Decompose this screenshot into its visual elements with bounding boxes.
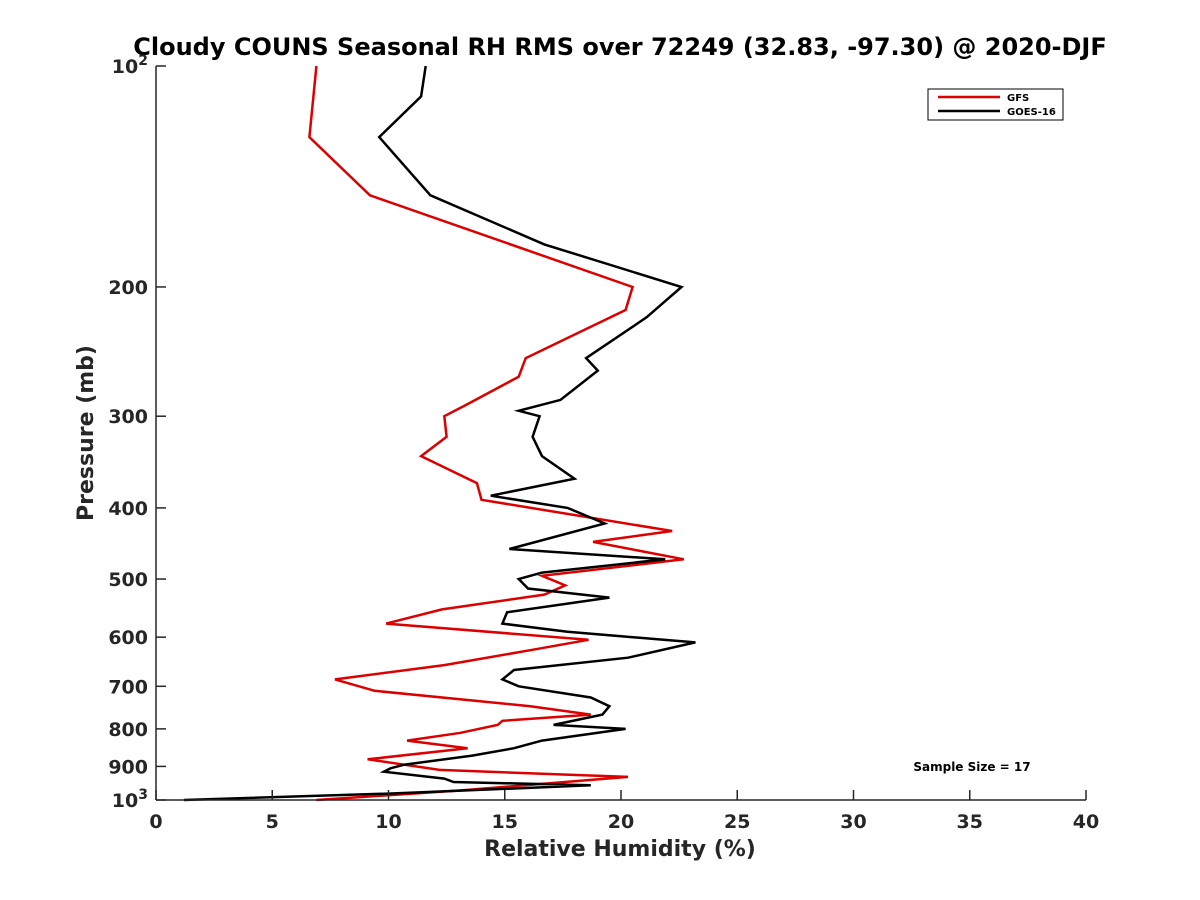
y-tick-label: 800 bbox=[108, 719, 148, 741]
x-tick-label: 35 bbox=[957, 811, 983, 833]
series-line-gfs bbox=[308, 65, 685, 802]
x-tick-label: 10 bbox=[375, 811, 401, 833]
y-tick-label: 300 bbox=[108, 406, 148, 428]
x-tick-label: 25 bbox=[724, 811, 750, 833]
legend: GFS GOES-16 bbox=[927, 88, 1064, 121]
x-tick-label: 40 bbox=[1073, 811, 1099, 833]
sample-size-annotation: Sample Size = 17 bbox=[913, 760, 1030, 774]
y-tick-label: 600 bbox=[108, 627, 148, 649]
y-axis-label: Pressure (mb) bbox=[74, 345, 99, 521]
chart-title: Cloudy COUNS Seasonal RH RMS over 72249 … bbox=[133, 33, 1107, 61]
legend-label-gfs: GFS bbox=[1007, 93, 1029, 104]
x-tick-label: 5 bbox=[266, 811, 279, 833]
y-tick-label: 102 bbox=[112, 53, 148, 78]
x-tick-label: 15 bbox=[492, 811, 518, 833]
y-tick-label: 500 bbox=[108, 569, 148, 591]
y-tick-label: 700 bbox=[108, 676, 148, 698]
y-tick-label: 900 bbox=[108, 756, 148, 778]
y-tick-label: 103 bbox=[112, 787, 148, 812]
legend-label-goes16: GOES-16 bbox=[1007, 107, 1056, 118]
y-tick-label: 200 bbox=[108, 277, 148, 299]
plot-area bbox=[156, 66, 1086, 800]
axes-layer: 0 5 10 15 20 25 30 35 40 102 200 300 400 500 600 700 800… bbox=[108, 53, 1099, 833]
series-layer bbox=[183, 65, 696, 802]
y-tick-label: 400 bbox=[108, 498, 148, 520]
x-tick-label: 20 bbox=[608, 811, 634, 833]
x-tick-label: 0 bbox=[149, 811, 162, 833]
series-line-goes-16 bbox=[183, 65, 696, 802]
legend-box bbox=[927, 88, 1064, 121]
x-tick-label: 30 bbox=[840, 811, 866, 833]
x-axis-label: Relative Humidity (%) bbox=[484, 837, 756, 862]
